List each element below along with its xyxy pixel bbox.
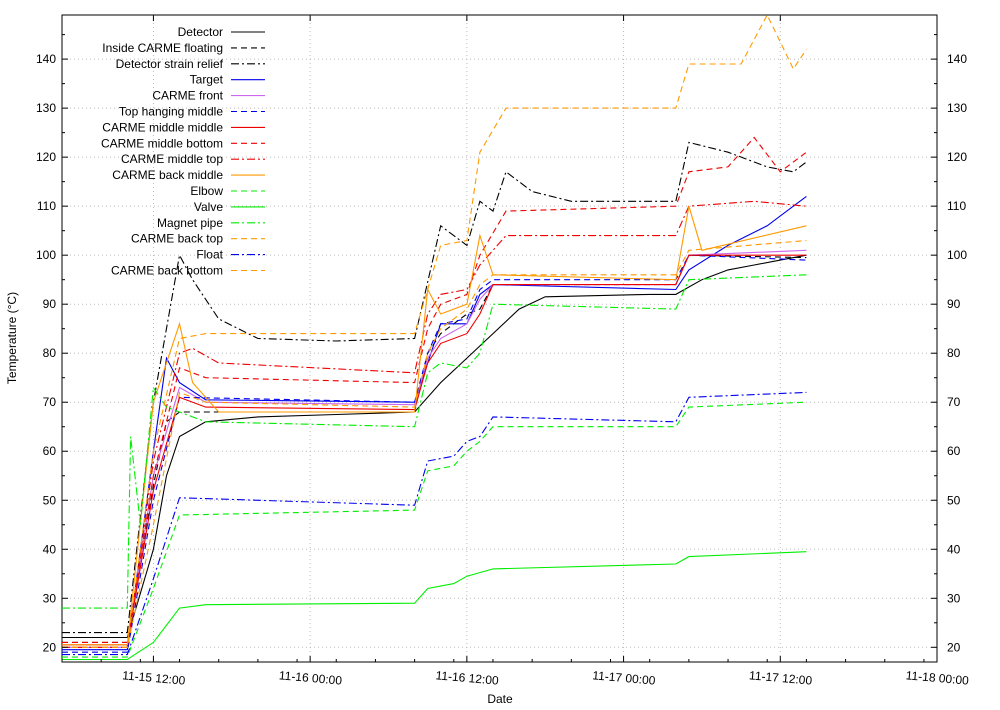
series-line <box>62 13 807 648</box>
series-line <box>62 206 807 646</box>
legend-label: Elbow <box>190 184 223 198</box>
y-tick-label-right: 130 <box>947 101 967 115</box>
series-line <box>62 274 807 609</box>
y-tick-label: 20 <box>43 640 57 654</box>
y-tick-label-right: 140 <box>947 52 967 66</box>
y-axis-title: Temperature (°C) <box>5 292 19 384</box>
legend-label: Float <box>196 248 223 262</box>
y-tick-label-right: 40 <box>947 542 961 556</box>
series-line <box>62 551 807 661</box>
axis-ticks: 20 20 30 30 40 40 50 50 60 60 70 70 80 80 90 90 100 100 11… <box>36 15 970 688</box>
y-tick-label-right: 70 <box>947 395 961 409</box>
legend-label: CARME middle bottom <box>101 136 223 150</box>
legend-label: Detector <box>178 25 223 39</box>
y-tick-label-right: 20 <box>947 640 961 654</box>
y-tick-label-right: 80 <box>947 346 961 360</box>
y-tick-label-right: 90 <box>947 297 961 311</box>
y-tick-label: 140 <box>36 52 56 66</box>
y-tick-label: 40 <box>43 542 57 556</box>
x-tick-label: 11-16 12:00 <box>435 668 499 687</box>
legend: Detector Inside CARME floating Detector st… <box>101 25 265 278</box>
legend-label: CARME back bottom <box>111 264 223 278</box>
legend-label: CARME front <box>152 89 223 103</box>
y-tick-label: 130 <box>36 101 56 115</box>
legend-label: CARME middle top <box>121 152 223 166</box>
y-tick-label: 70 <box>43 395 57 409</box>
legend-label: CARME middle middle <box>102 120 223 134</box>
y-tick-label: 60 <box>43 444 57 458</box>
x-axis-title: Date <box>487 692 513 706</box>
series-line <box>62 254 807 646</box>
legend-label: Inside CARME floating <box>102 41 223 55</box>
y-tick-label-right: 50 <box>947 493 961 507</box>
legend-label: Detector strain relief <box>116 57 224 71</box>
y-tick-label-right: 30 <box>947 591 961 605</box>
series-line <box>62 391 807 656</box>
y-tick-label-right: 60 <box>947 444 961 458</box>
y-tick-label: 110 <box>37 199 56 213</box>
legend-label: Valve <box>194 200 223 214</box>
y-tick-label: 50 <box>43 493 57 507</box>
plot-area <box>61 14 938 663</box>
legend-label: CARME back top <box>131 232 223 246</box>
series-line <box>62 254 807 639</box>
series-line <box>62 239 807 648</box>
series-line <box>62 141 807 634</box>
y-tick-label: 90 <box>43 297 57 311</box>
y-tick-label: 30 <box>43 591 57 605</box>
legend-label: Magnet pipe <box>157 216 223 230</box>
series-line <box>62 136 807 643</box>
y-tick-label-right: 120 <box>947 150 967 164</box>
x-tick-label: 11-16 00:00 <box>278 668 342 687</box>
y-tick-label: 80 <box>43 346 57 360</box>
x-tick-label: 11-15 12:00 <box>122 668 186 687</box>
legend-label: Target <box>190 73 224 87</box>
y-tick-label-right: 110 <box>947 199 966 213</box>
legend-label: Top hanging middle <box>119 105 223 119</box>
y-tick-label: 100 <box>36 248 56 262</box>
y-tick-label-right: 100 <box>947 248 967 262</box>
x-tick-label: 11-17 12:00 <box>749 668 813 687</box>
series-lines <box>62 13 807 661</box>
legend-label: CARME back middle <box>112 168 223 182</box>
x-tick-label: 11-18 00:00 <box>905 668 969 687</box>
x-tick-label: 11-17 00:00 <box>592 668 656 687</box>
y-tick-label: 120 <box>36 150 56 164</box>
